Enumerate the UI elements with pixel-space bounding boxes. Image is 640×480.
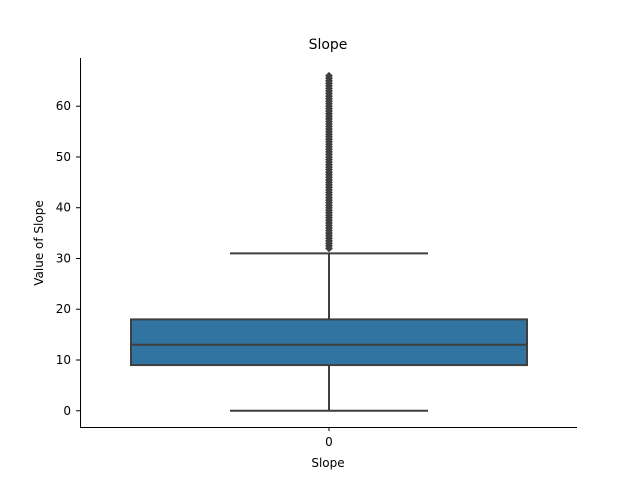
x-ticks: 0 <box>325 427 333 449</box>
y-tick-label: 60 <box>56 99 71 113</box>
y-tick-label: 30 <box>56 251 71 265</box>
y-tick-label: 10 <box>56 353 71 367</box>
box-series <box>130 252 528 412</box>
y-tick-label: 40 <box>56 201 71 215</box>
x-axis-label: Slope <box>311 456 344 470</box>
outlier-point <box>325 71 333 80</box>
y-tick-label: 50 <box>56 150 71 164</box>
y-tick-label: 0 <box>63 404 71 418</box>
outlier-points <box>325 71 333 253</box>
iqr-box <box>130 318 528 367</box>
y-tick-label: 20 <box>56 302 71 316</box>
x-tick-label: 0 <box>325 435 333 449</box>
y-axis-label: Value of Slope <box>32 200 46 285</box>
chart-title: Slope <box>309 37 348 53</box>
y-ticks: 0 10 20 30 40 50 60 <box>56 99 80 418</box>
